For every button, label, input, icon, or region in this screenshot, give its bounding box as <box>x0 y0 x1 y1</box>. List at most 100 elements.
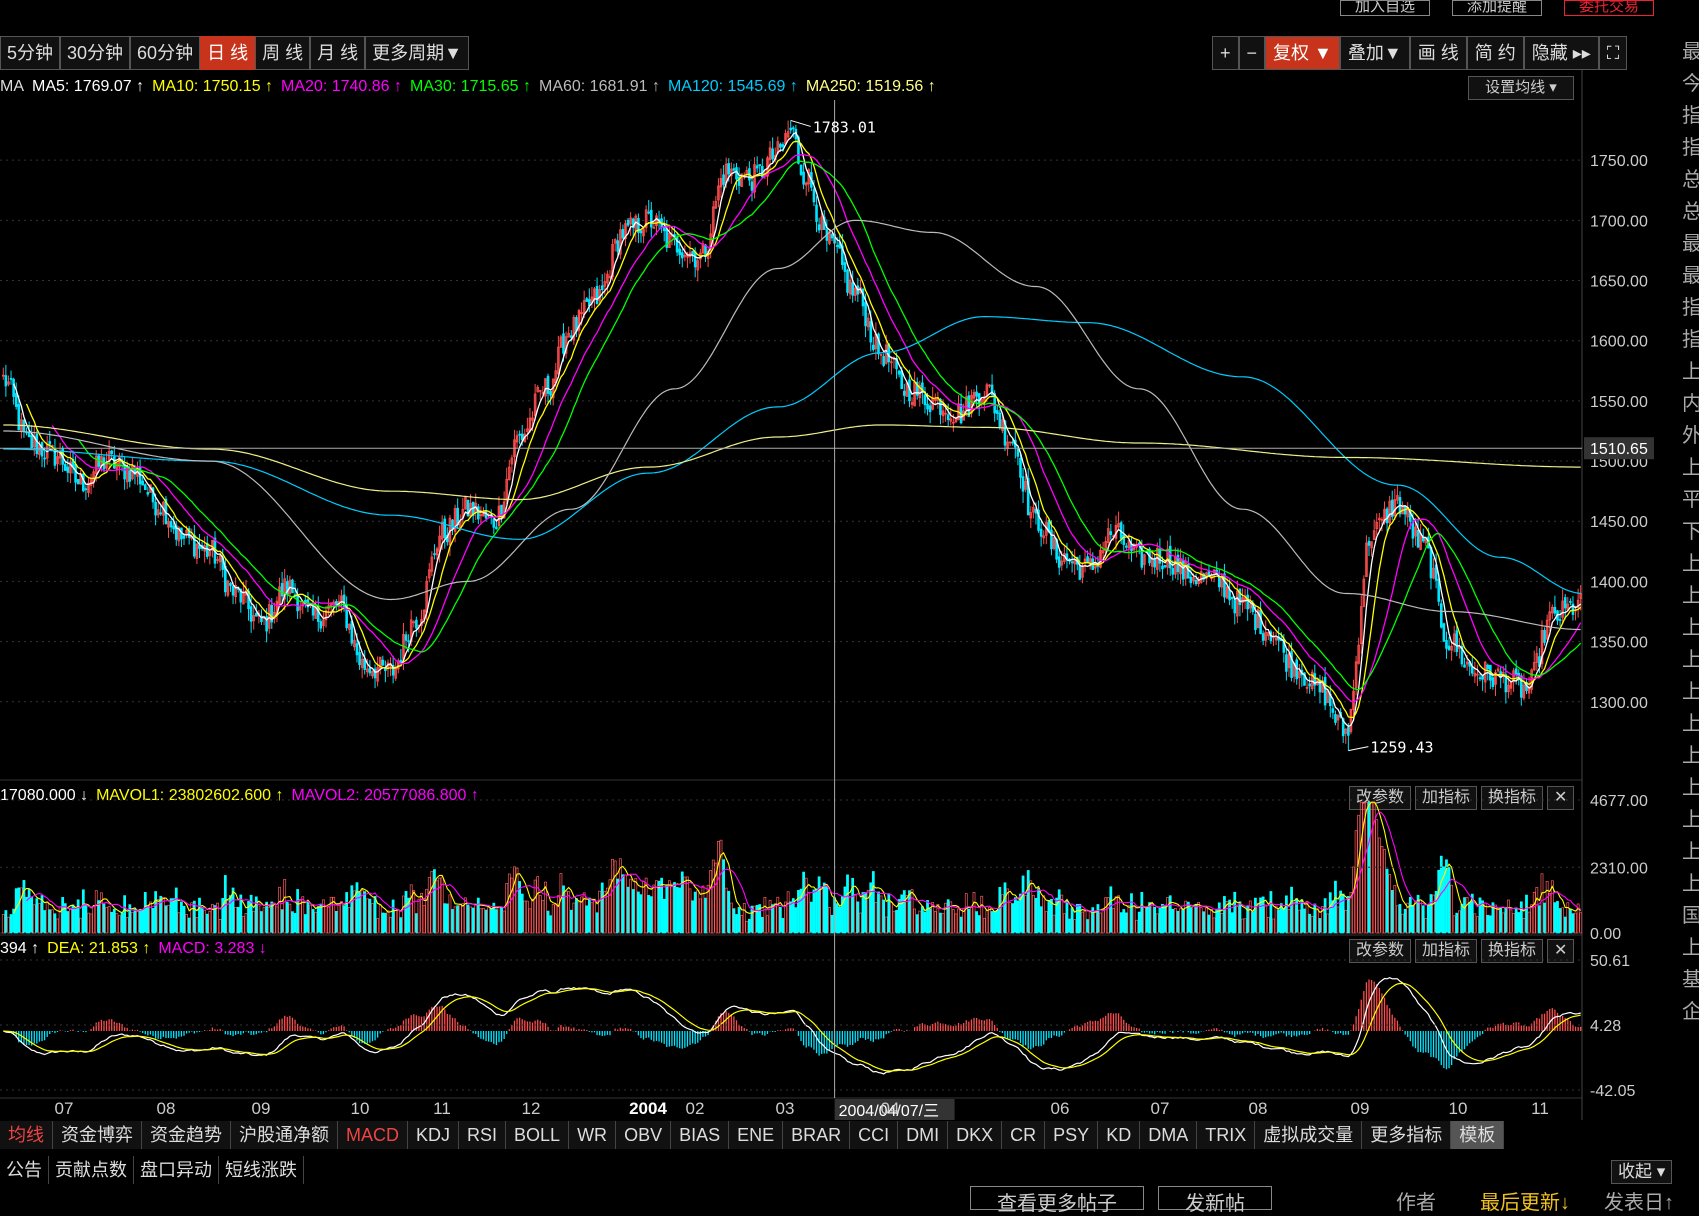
toolbar-button-1[interactable]: − <box>1238 36 1266 70</box>
candle-body <box>110 450 114 454</box>
toolbar-button-0[interactable]: + <box>1212 36 1239 70</box>
candle-body <box>879 353 883 356</box>
volume-bar <box>61 897 65 934</box>
volume-bar <box>229 895 232 934</box>
legend-item: 394 ↑ <box>0 940 40 957</box>
indicator-tab-2[interactable]: 资金趋势 <box>142 1121 231 1149</box>
indicator-tab-7[interactable]: BOLL <box>506 1121 570 1149</box>
period-tab-3[interactable]: 日 线 <box>200 36 256 70</box>
volume-bar <box>1447 867 1451 934</box>
indicator-tab-5[interactable]: KDJ <box>408 1121 460 1149</box>
indicator-tab-18[interactable]: KD <box>1098 1121 1141 1149</box>
bottom-tab-2[interactable]: 盘口异动 <box>134 1156 219 1184</box>
set-ma-button[interactable]: 设置均线 ▾ <box>1468 76 1574 100</box>
indicator-tab-3[interactable]: 沪股通净额 <box>231 1121 338 1149</box>
period-tab-1[interactable]: 30分钟 <box>60 36 131 70</box>
top-button-0[interactable]: 加入自选 <box>1340 0 1431 16</box>
volume-bar <box>107 906 111 934</box>
candle-body <box>750 181 754 191</box>
toolbar-button-4[interactable]: 画 线 <box>1409 36 1467 70</box>
collapse-button[interactable]: 收起 ▾ <box>1611 1160 1673 1184</box>
candle-body <box>1233 599 1237 614</box>
panel-button-0[interactable]: 改参数 <box>1349 939 1412 963</box>
more-posts-button[interactable]: 查看更多帖子 <box>970 1186 1144 1215</box>
candle-body <box>1532 662 1536 671</box>
bottom-tab-3[interactable]: 短线涨跌 <box>219 1156 304 1184</box>
toolbar-button-3[interactable]: 叠加▼ <box>1339 36 1410 70</box>
indicator-tab-6[interactable]: RSI <box>459 1121 507 1149</box>
top-button-2[interactable]: 委托交易 <box>1564 0 1655 16</box>
indicator-tab-9[interactable]: OBV <box>616 1121 672 1149</box>
indicator-tab-21[interactable]: 虚拟成交量 <box>1255 1121 1363 1149</box>
volume-bar <box>1465 897 1469 934</box>
bottom-tab-1[interactable]: 贡献点数 <box>49 1156 134 1184</box>
candle-body <box>846 269 849 293</box>
kline-chart[interactable]: 1300.001350.001400.001450.001500.001550.… <box>0 0 1699 1120</box>
period-tab-0[interactable]: 5分钟 <box>0 36 61 70</box>
panel-button-3[interactable]: ✕ <box>1547 939 1575 963</box>
indicator-tab-1[interactable]: 资金博弈 <box>53 1121 142 1149</box>
indicator-tab-17[interactable]: PSY <box>1045 1121 1099 1149</box>
last-update-column[interactable]: 最后更新↓ <box>1480 1192 1570 1214</box>
volume-bar <box>371 903 374 934</box>
candle-body <box>1390 499 1394 517</box>
indicator-tab-8[interactable]: WR <box>569 1121 617 1149</box>
toolbar-button-6[interactable]: 隐藏 ▸▸ <box>1523 36 1599 70</box>
volume-bar <box>1114 896 1118 934</box>
volume-bar <box>1424 918 1428 934</box>
indicator-tab-14[interactable]: DMI <box>898 1121 949 1149</box>
panel-button-0[interactable]: 改参数 <box>1349 786 1412 810</box>
volume-bar <box>1427 904 1430 934</box>
indicator-tab-4[interactable]: MACD <box>338 1121 408 1149</box>
post-date-column[interactable]: 发表日↑ <box>1604 1192 1674 1214</box>
candle-body <box>786 131 790 138</box>
new-post-button[interactable]: 发新帖 <box>1158 1186 1272 1215</box>
volume-bar <box>254 896 258 934</box>
indicator-tab-19[interactable]: DMA <box>1140 1121 1198 1149</box>
indicator-tab-22[interactable]: 更多指标 <box>1362 1121 1452 1149</box>
period-tab-4[interactable]: 周 线 <box>255 36 311 70</box>
candle-body <box>1558 619 1562 621</box>
candle-body <box>12 378 15 397</box>
volume-bar <box>732 908 736 934</box>
candle-body <box>66 466 70 473</box>
top-button-1[interactable]: 添加提醒 <box>1452 0 1543 16</box>
volume-bar <box>1532 891 1536 934</box>
panel-button-2[interactable]: 换指标 <box>1481 939 1544 963</box>
bottom-tab-0[interactable]: 公告 <box>0 1156 49 1184</box>
volume-bar <box>69 909 72 934</box>
volume-bar <box>448 894 452 934</box>
candle-body <box>722 174 725 185</box>
candle-body <box>1104 541 1107 551</box>
volume-bar <box>1217 902 1221 934</box>
candle-body <box>76 478 80 485</box>
period-tab-6[interactable]: 更多周期▼ <box>365 36 469 70</box>
indicator-tab-23[interactable]: 模板 <box>1451 1121 1505 1149</box>
toolbar-button-2[interactable]: 复权 ▼ <box>1265 36 1340 70</box>
candle-body <box>14 393 18 407</box>
period-tab-2[interactable]: 60分钟 <box>130 36 201 70</box>
indicator-tab-20[interactable]: TRIX <box>1197 1121 1256 1149</box>
toolbar-button-7[interactable]: ⛶ <box>1598 36 1628 70</box>
candle-body <box>730 168 733 177</box>
author-column[interactable]: 作者 <box>1396 1192 1436 1214</box>
panel-button-3[interactable]: ✕ <box>1547 786 1575 810</box>
candle-body <box>1032 507 1035 513</box>
indicator-tab-0[interactable]: 均线 <box>0 1121 53 1149</box>
right-panel-char: 上 <box>1682 617 1699 639</box>
panel-button-2[interactable]: 换指标 <box>1481 786 1544 810</box>
panel-button-1[interactable]: 加指标 <box>1415 939 1478 963</box>
toolbar-button-5[interactable]: 简 约 <box>1466 36 1524 70</box>
candle-body <box>1310 671 1314 689</box>
indicator-tab-15[interactable]: DKX <box>948 1121 1003 1149</box>
volume-bar <box>843 886 847 934</box>
price-tick-label: 1400.00 <box>1590 574 1648 591</box>
indicator-tab-16[interactable]: CR <box>1002 1121 1046 1149</box>
right-panel-char: 指 <box>1682 137 1699 159</box>
indicator-tab-11[interactable]: ENE <box>729 1121 784 1149</box>
period-tab-5[interactable]: 月 线 <box>310 36 366 70</box>
indicator-tab-12[interactable]: BRAR <box>783 1121 851 1149</box>
panel-button-1[interactable]: 加指标 <box>1415 786 1478 810</box>
indicator-tab-13[interactable]: CCI <box>850 1121 899 1149</box>
indicator-tab-10[interactable]: BIAS <box>671 1121 730 1149</box>
